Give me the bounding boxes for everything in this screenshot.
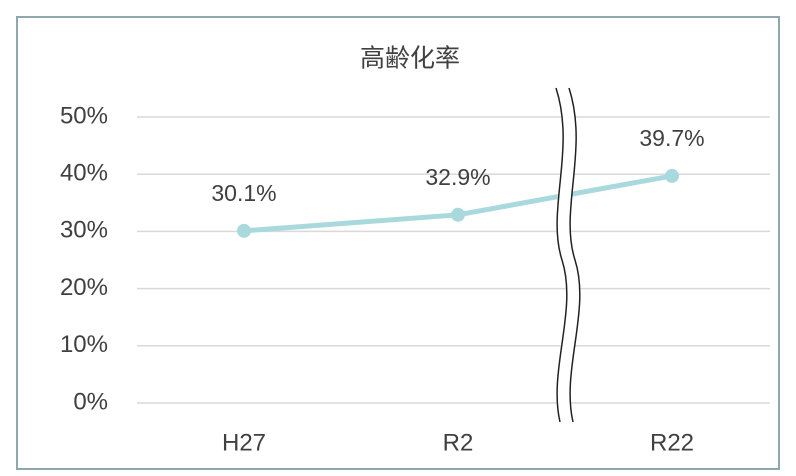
point [665, 168, 679, 183]
break-gap [555, 85, 580, 424]
chart-title: 高齢化率 [360, 45, 460, 73]
axis-break [555, 85, 581, 424]
x-tick-label: R22 [650, 429, 694, 456]
x-tick-label: H27 [222, 429, 266, 456]
break-line [568, 87, 581, 423]
y-tick-label: 40% [60, 160, 108, 187]
break-line [555, 87, 568, 423]
y-tick-label: 30% [60, 217, 108, 244]
y-tick-label: 50% [60, 102, 108, 129]
marks [237, 168, 679, 238]
y-tick-label: 20% [60, 274, 108, 301]
value-label: 39.7% [639, 125, 704, 151]
x-tick-label: R2 [443, 429, 474, 456]
labels: 0% 10% 20% 30% 40% 50% H27 R2 R22 30.1% 32.9% 39.7% [60, 102, 705, 456]
y-tick-label: 0% [73, 388, 108, 415]
point [237, 223, 251, 238]
value-label: 32.9% [425, 164, 490, 190]
value-label: 30.1% [211, 180, 276, 206]
point [451, 207, 465, 222]
chart-border [16, 16, 780, 470]
y-tick-label: 10% [60, 331, 108, 358]
